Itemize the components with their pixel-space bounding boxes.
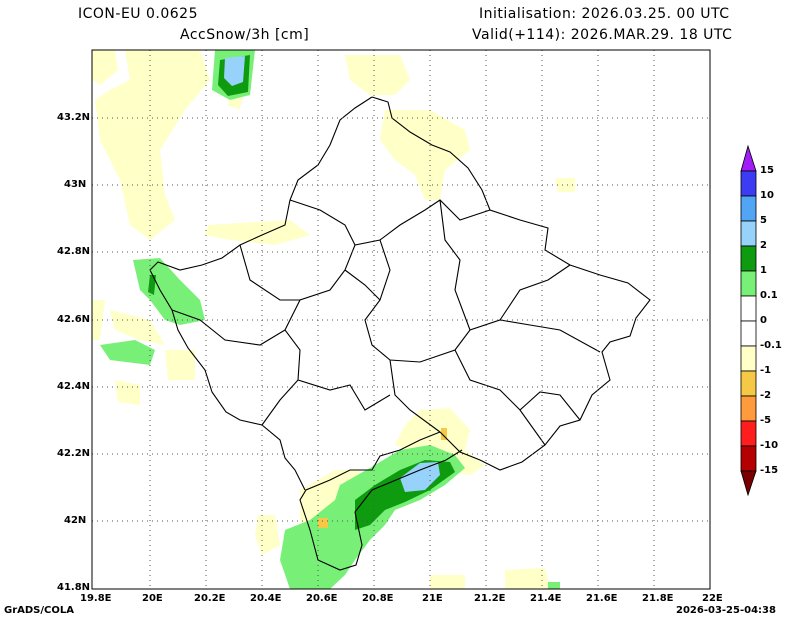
initialisation-time: Initialisation: 2026.03.25. 00 UTC <box>479 6 730 22</box>
lon-tick: 21.8E <box>642 593 674 604</box>
grid <box>92 50 710 589</box>
map-frame <box>91 49 711 590</box>
lon-tick: 20.2E <box>194 593 226 604</box>
lon-tick: 21.6E <box>586 593 618 604</box>
colorbar-label: -1 <box>760 365 772 376</box>
lon-tick: 21.2E <box>474 593 506 604</box>
lon-tick: 20.8E <box>362 593 394 604</box>
lat-tick: 42.6N <box>57 314 91 325</box>
colorbar-label: 5 <box>760 215 767 226</box>
colorbar <box>740 144 757 497</box>
colorbar-top-arrow <box>740 144 757 172</box>
colorbar-label: -5 <box>760 415 772 426</box>
lat-tick: 43.2N <box>57 112 91 123</box>
borders <box>149 96 651 571</box>
lat-tick: 42N <box>64 515 87 526</box>
lon-tick: 20E <box>142 593 163 604</box>
lat-tick: 42.4N <box>57 381 91 392</box>
snow-fields <box>92 50 575 589</box>
model-title: ICON-EU 0.0625 <box>78 6 198 22</box>
colorbar-label: -2 <box>760 390 772 401</box>
colorbar-bottom-arrow <box>740 470 757 497</box>
lon-tick: 22E <box>702 593 723 604</box>
colorbar-label: 1 <box>760 265 767 276</box>
lat-tick: 41.8N <box>57 582 91 593</box>
footer-timestamp: 2026-03-25-04:38 <box>676 605 776 616</box>
colorbar-label: 15 <box>760 165 774 176</box>
colorbar-label: 0.1 <box>760 290 778 301</box>
lat-tick: 42.2N <box>57 448 91 459</box>
colorbar-label: -0.1 <box>760 340 782 351</box>
valid-time: Valid(+114): 2026.MAR.29. 18 UTC <box>472 27 733 43</box>
lat-tick: 43N <box>64 179 87 190</box>
lon-tick: 21E <box>422 593 443 604</box>
variable-title: AccSnow/3h [cm] <box>180 27 310 43</box>
colorbar-label: 2 <box>760 240 767 251</box>
colorbar-label: -15 <box>760 465 779 476</box>
colorbar-label: 10 <box>760 190 774 201</box>
lon-tick: 19.8E <box>80 593 112 604</box>
footer-credit: GrADS/COLA <box>4 605 74 616</box>
lon-tick: 20.6E <box>306 593 338 604</box>
lon-tick: 21.4E <box>530 593 562 604</box>
lat-tick: 42.8N <box>57 246 91 257</box>
colorbar-label: 0 <box>760 315 767 326</box>
lon-tick: 20.4E <box>250 593 282 604</box>
colorbar-label: -10 <box>760 440 779 451</box>
